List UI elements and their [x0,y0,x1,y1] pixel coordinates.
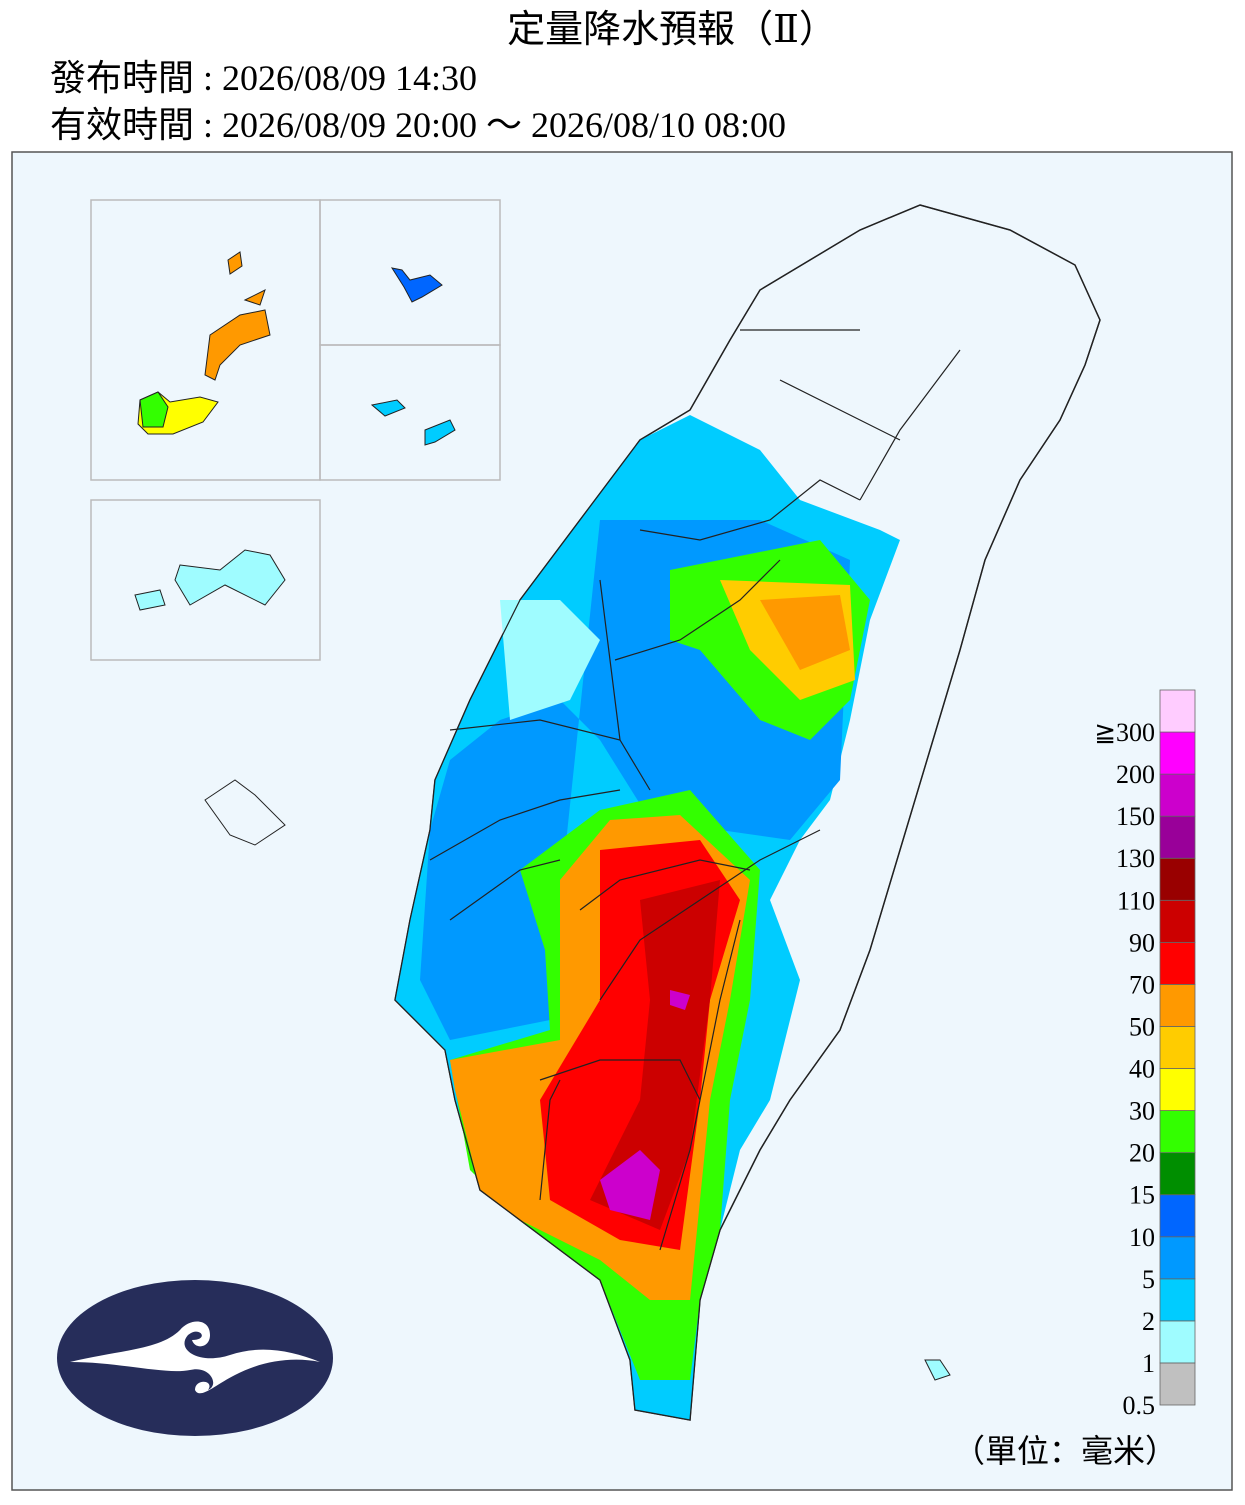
legend-label: 5 [1142,1265,1155,1294]
legend-swatch [1159,899,1196,943]
legend-swatch [1159,1236,1196,1280]
title: 定量降水預報（Ⅱ） [507,9,837,51]
issued-time: 發布時間 : 2026/08/09 14:30 [50,58,477,98]
legend-label: 70 [1129,970,1155,999]
islands [134,251,951,1381]
legend-swatch [1159,1320,1196,1364]
legend-swatch [1159,689,1196,733]
legend-swatch [1159,815,1196,859]
legend-label: 20 [1129,1139,1155,1168]
legend-swatch [1159,1362,1196,1406]
legend-swatch [1159,1068,1196,1111]
legend-label: 1 [1142,1349,1155,1378]
legend-swatch [1159,1110,1196,1154]
cwa-logo [57,1280,333,1436]
legend-swatch [1159,1278,1196,1322]
legend-label: 50 [1129,1012,1155,1041]
legend-label: 110 [1117,886,1155,915]
taiwan-main [394,204,1101,1421]
inset-frames [90,199,501,661]
legend-label: 2 [1142,1307,1155,1336]
legend-label: 90 [1129,928,1155,957]
legend-label: 30 [1129,1097,1155,1126]
legend-swatch [1159,1194,1196,1238]
legend-label: 200 [1116,760,1155,789]
legend-swatch [1159,773,1196,817]
legend-label: 0.5 [1123,1391,1156,1420]
legend-label: ≧300 [1094,718,1155,747]
valid-time: 有效時間 : 2026/08/09 20:00 ～ 2026/08/10 08:… [50,105,786,145]
legend-label: 40 [1129,1055,1155,1084]
legend-label: 15 [1129,1181,1155,1210]
legend-swatch [1159,731,1196,775]
legend-swatch [1159,857,1196,901]
legend-swatch [1159,1026,1196,1069]
legend-label: 150 [1116,802,1155,831]
legend-swatch [1159,1152,1196,1196]
unit-label: （單位：毫米） [953,1433,1177,1469]
legend-swatch [1159,941,1196,985]
legend-label: 10 [1129,1223,1155,1252]
legend-swatch [1159,984,1196,1027]
legend: 0.5 1 2 5 10 15 20 30 40 50 70 90 110 130 150 200 ≧300 [1094,689,1196,1420]
legend-label: 130 [1116,844,1155,873]
